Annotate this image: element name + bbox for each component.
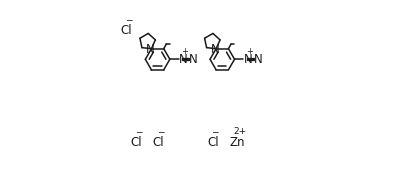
Text: −: −: [124, 15, 132, 24]
Text: −: −: [211, 127, 218, 136]
Text: Zn: Zn: [229, 136, 244, 149]
Text: Cl: Cl: [120, 24, 132, 37]
Text: −: −: [156, 127, 164, 136]
Text: N: N: [211, 43, 219, 56]
Text: N: N: [189, 53, 198, 66]
Text: N: N: [178, 53, 187, 66]
Text: Cl: Cl: [130, 136, 142, 149]
Text: Cl: Cl: [152, 136, 164, 149]
Text: 2+: 2+: [233, 127, 246, 136]
Text: N: N: [146, 43, 155, 56]
Text: +: +: [245, 47, 252, 56]
Text: +: +: [180, 47, 188, 56]
Text: Cl: Cl: [207, 136, 218, 149]
Text: −: −: [134, 127, 142, 136]
Text: N: N: [243, 53, 252, 66]
Text: N: N: [253, 53, 262, 66]
